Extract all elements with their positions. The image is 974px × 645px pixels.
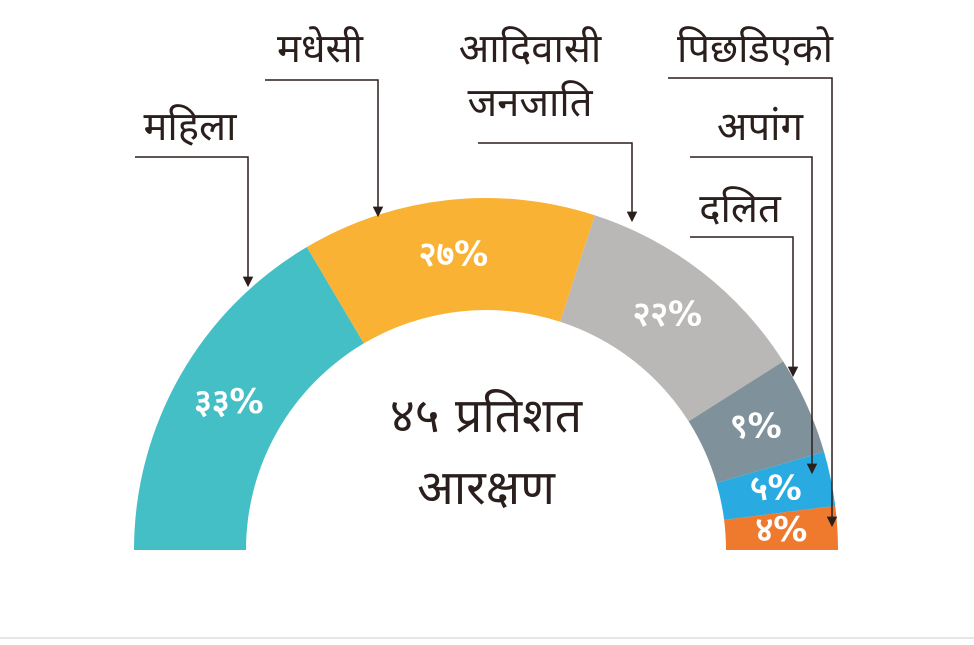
center-label: ४५ प्रतिशत आरक्षण [389,388,583,516]
category-label: आदिवासी जनजाति [458,26,602,126]
value-label: ५% [750,468,802,508]
leader-arrow [478,142,638,223]
value-label: ९% [730,407,782,447]
leader-arrow [668,77,838,528]
value-label: ४% [756,510,808,550]
category-label: पिछडिएको [676,26,834,72]
segment [560,215,784,422]
segment [688,361,825,484]
segment [716,451,836,520]
leader-arrow [265,79,384,218]
category-label: दलित [699,186,781,232]
leader-arrow [690,236,799,378]
value-label: २२% [633,295,702,335]
value-label: २७% [419,234,488,274]
segment [134,247,364,551]
category-label: अपांग [716,104,804,150]
value-label: ३३% [194,382,263,422]
segment [306,197,595,344]
category-label: महिला [143,104,237,150]
leader-arrow [690,156,818,475]
segment [724,505,838,550]
category-label: मधेसी [277,26,363,72]
leader-arrow [135,156,254,288]
